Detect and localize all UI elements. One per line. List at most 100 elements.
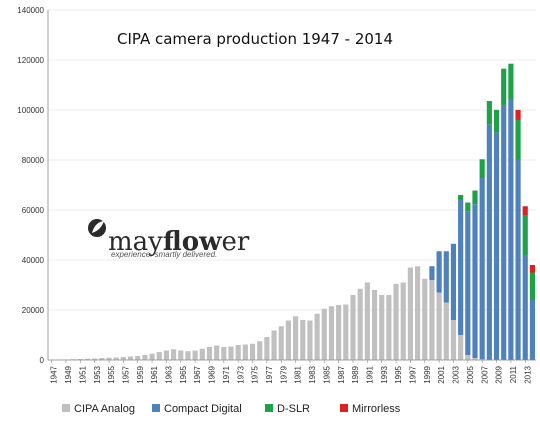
bar-d-slr: [486, 101, 492, 125]
legend-swatch: [152, 404, 160, 412]
bar-cipa-analog: [84, 358, 91, 360]
x-tick-label: 1957: [121, 365, 130, 383]
legend-label: Mirrorless: [352, 403, 401, 415]
bar-cipa-analog: [257, 341, 263, 360]
x-tick-label: 2007: [480, 365, 489, 383]
bar-cipa-analog: [214, 345, 220, 360]
bar-d-slr: [515, 119, 521, 160]
bar-d-slr: [479, 159, 485, 178]
x-tick-label: 1995: [394, 365, 403, 383]
bar-d-slr: [465, 202, 471, 212]
bar-cipa-analog: [271, 330, 277, 360]
x-tick-label: 1997: [409, 365, 418, 383]
bar-cipa-analog: [422, 278, 428, 360]
x-tick-label: 1993: [380, 365, 389, 383]
y-tick-label: 140000: [17, 6, 44, 15]
bar-cipa-analog: [429, 280, 435, 360]
bar-d-slr: [458, 195, 464, 200]
bar-cipa-analog: [336, 305, 342, 360]
bar-cipa-analog: [293, 316, 299, 360]
chart-title: CIPA camera production 1947 - 2014: [117, 30, 393, 48]
bar-cipa-analog: [113, 357, 119, 360]
x-tick-label: 1987: [337, 365, 346, 383]
y-axis-ticks: 0 20000 40000 60000 80000 100000 120000 140000: [17, 6, 44, 365]
bar-d-slr: [472, 190, 478, 205]
y-tick-label: 80000: [22, 156, 45, 165]
bar-cipa-analog: [99, 358, 105, 360]
legend: CIPA Analog Compact Digital D-SLR Mirrorles…: [62, 403, 401, 415]
bar-compact-digital: [472, 204, 478, 358]
bar-cipa-analog: [364, 282, 370, 360]
y-tick-label: 60000: [22, 206, 45, 215]
bar-cipa-analog: [386, 295, 392, 360]
x-tick-label: 1959: [136, 365, 145, 383]
bar-cipa-analog: [371, 290, 378, 360]
x-tick-label: 1949: [64, 365, 73, 383]
bar-d-slr: [493, 109, 500, 133]
x-tick-label: 1977: [265, 365, 274, 383]
bar-cipa-analog: [350, 295, 356, 360]
legend-swatch: [62, 404, 70, 412]
bar-cipa-analog: [357, 288, 363, 360]
mayflower-logo: mayflower experience. smartly delivered.: [88, 219, 250, 259]
bar-cipa-analog: [178, 350, 184, 360]
bar-cipa-analog: [142, 355, 148, 360]
bar-cipa-analog: [321, 308, 327, 360]
bar-cipa-analog: [92, 358, 98, 360]
bar-mirrorless: [515, 109, 521, 120]
bar-cipa-analog: [199, 348, 205, 360]
x-tick-label: 1981: [294, 365, 303, 383]
bar-compact-digital: [436, 251, 442, 293]
x-tick-label: 1947: [50, 365, 59, 383]
leaf-circle-icon: [88, 219, 106, 237]
y-tick-label: 120000: [17, 56, 44, 65]
bar-cipa-analog: [77, 359, 83, 360]
x-tick-label: 1971: [222, 365, 231, 383]
legend-item-mirrorless: Mirrorless: [340, 403, 401, 415]
bar-compact-digital: [493, 132, 500, 360]
bar-cipa-analog: [343, 304, 349, 360]
x-tick-label: 1985: [322, 365, 331, 383]
gridlines: [48, 9, 536, 361]
bar-compact-digital: [429, 266, 435, 280]
bar-cipa-analog: [163, 350, 169, 360]
bar-compact-digital: [522, 255, 528, 360]
bar-compact-digital: [479, 178, 485, 360]
logo-wordmark: mayflower: [108, 227, 250, 257]
bar-d-slr: [529, 272, 535, 300]
legend-item-cipa-analog: CIPA Analog: [62, 403, 135, 415]
bar-compact-digital: [465, 211, 471, 355]
bar-cipa-analog: [120, 357, 126, 360]
x-tick-label: 1955: [107, 365, 116, 383]
logo-tagline: experience. smartly delivered.: [111, 250, 217, 259]
bar-d-slr: [522, 215, 528, 255]
bar-cipa-analog: [300, 320, 306, 360]
bar-cipa-analog: [156, 352, 162, 360]
bar-mirrorless: [529, 265, 535, 273]
x-tick-label: 1973: [236, 365, 245, 383]
x-tick-label: 1961: [150, 365, 159, 383]
bar-cipa-analog: [307, 320, 313, 360]
x-tick-label: 2009: [495, 365, 504, 383]
bar-cipa-analog: [249, 343, 256, 360]
bar-cipa-analog: [328, 306, 335, 360]
bar-compact-digital: [486, 124, 492, 360]
logo-brand-light: may: [108, 227, 163, 257]
bar-cipa-analog: [450, 320, 457, 360]
bar-cipa-analog: [221, 347, 227, 360]
bar-compact-digital: [508, 99, 514, 360]
x-tick-label: 2005: [466, 365, 475, 383]
x-tick-label: 2013: [523, 365, 532, 383]
bar-d-slr: [501, 68, 507, 105]
bar-cipa-analog: [415, 266, 421, 360]
x-tick-label: 1991: [365, 365, 374, 383]
bar-cipa-analog: [400, 282, 406, 360]
x-tick-label: 1953: [93, 365, 102, 383]
bar-cipa-analog: [228, 346, 234, 360]
bars: [49, 63, 535, 361]
bar-cipa-analog: [314, 313, 320, 360]
bar-cipa-analog: [106, 357, 112, 360]
bar-cipa-analog: [443, 302, 449, 360]
bar-d-slr: [508, 63, 514, 100]
